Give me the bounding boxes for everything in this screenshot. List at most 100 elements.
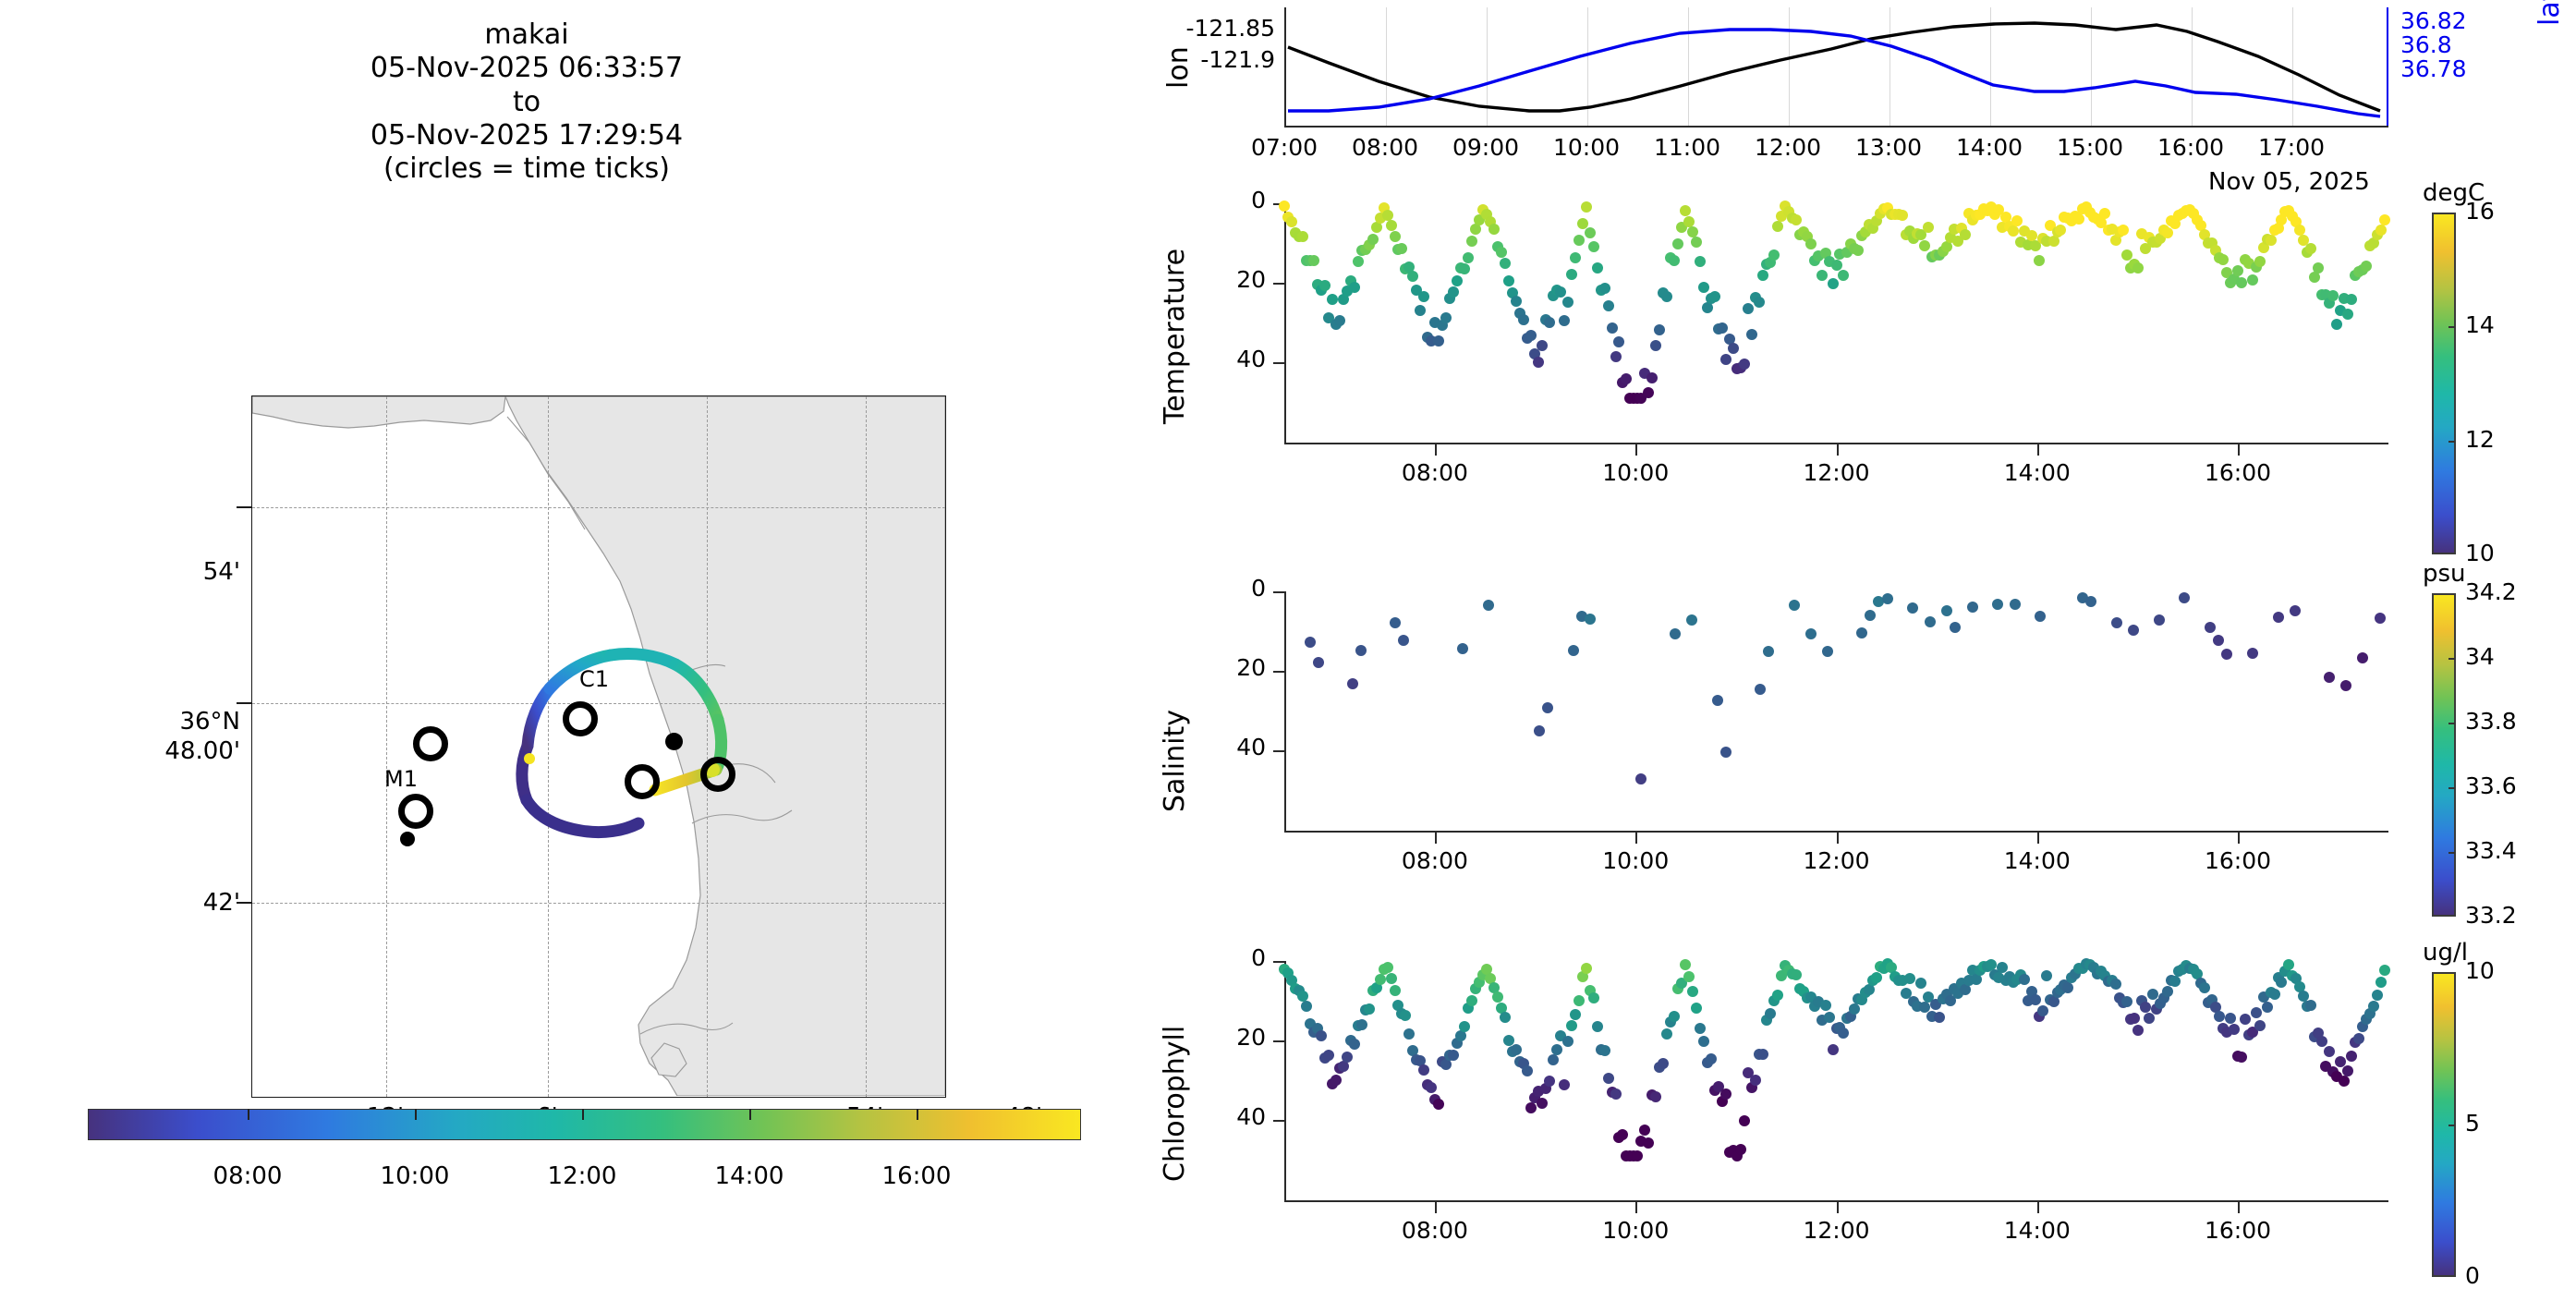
data-point [1466,994,1478,1006]
data-point [2357,651,2369,663]
data-point [2221,648,2233,660]
depth-tick-label-40: 40 [1236,734,1266,760]
data-point [1348,1038,1360,1050]
data-point [1418,291,1430,303]
colorbar-tick-label: 10 [2465,957,2495,984]
data-point [1901,987,1913,999]
time-tick-label-16: 16:00 [2205,459,2272,486]
time-tick-marker [625,764,660,799]
data-point [2235,276,2247,288]
panel-temperature[interactable]: 0 20 40 08:00 10:00 12:00 14:00 16:00 [1236,187,2391,486]
colorbar-salinity[interactable] [2432,593,2456,917]
panel-salinity[interactable]: 0 20 40 08:00 10:00 12:00 14:00 16:00 [1236,575,2388,874]
map-ytick-mark [237,902,251,904]
lon-line [1287,21,2381,113]
data-point [2231,265,2243,277]
time-colorbar[interactable] [88,1109,1081,1140]
time-tick [2036,831,2039,844]
time-tick [1836,1200,1839,1213]
colorbar-tick [2448,787,2455,789]
data-point [1433,1099,1445,1111]
data-point [1768,249,1780,261]
colorbar-temperature[interactable] [2432,213,2456,554]
data-point [2309,272,2321,284]
data-point [2029,994,2041,1006]
data-point [1459,1021,1471,1033]
nav-xtick-7: 14:00 [1955,134,2023,161]
data-point [1536,1098,1548,1110]
lon-tick-0: -121.85 [1185,15,1276,42]
data-point [1602,300,1614,312]
data-point [2129,1012,2141,1024]
time-tick-label-14: 14:00 [2003,1217,2071,1244]
data-point [2110,234,2122,246]
data-point [1687,225,1699,237]
data-point [1950,622,1962,634]
data-point [1658,1058,1670,1070]
colorbar-tick [2448,658,2455,660]
vehicle-name: makai [484,18,569,51]
data-point [2298,234,2310,246]
time-tick-label-12: 12:00 [1803,1217,1870,1244]
data-point [1580,201,1592,213]
data-point [2246,647,2258,659]
data-point [2162,226,2173,238]
data-point [1680,959,1692,971]
data-point [1753,296,1765,308]
data-point [1558,1078,1570,1090]
data-point [1482,599,1494,611]
data-point [1407,270,1419,282]
data-point [1575,610,1587,622]
data-point [1598,282,1610,294]
data-point [1610,351,1622,363]
lat-tick-0: 36.82 [2400,7,2467,34]
nav-gridline [1386,7,1387,126]
data-point [1738,1115,1750,1127]
data-point [2153,614,2165,626]
data-point [1992,203,2004,215]
map-gridline-h2 [252,703,945,704]
data-point [1584,227,1596,239]
nav-gridline [2091,7,2092,126]
data-point [2169,976,2181,988]
nav-gridline [1889,7,1890,126]
time-tick [1836,443,1839,456]
start-time: 05-Nov-2025 06:33:57 [370,52,684,85]
nav-plot[interactable] [1284,7,2388,128]
colorbar-tick [415,1109,417,1120]
colorbar-tick [917,1109,918,1120]
data-point [1506,286,1518,298]
data-point [1485,973,1497,985]
data-point [1683,970,1695,982]
date-stamp: Nov 05, 2025 [2208,168,2370,196]
nav-xtick-3: 10:00 [1552,134,1621,161]
station-dot-m1 [400,832,415,846]
data-point [1923,221,1935,233]
nav-gridline [2192,7,2193,126]
data-point [2339,1076,2351,1088]
colorbar-tick-label: 33.6 [2465,772,2517,799]
data-point [2213,1010,2225,1022]
data-point [1941,240,1952,252]
data-point [1788,600,1800,612]
data-point [1711,694,1723,706]
panel-chlorophyll[interactable]: 0 20 40 08:00 10:00 12:00 14:00 16:00 [1236,944,2391,1244]
data-point [1307,255,1319,267]
colorbar-tick [582,1109,584,1120]
lat-tick-1: 36.8 [2400,31,2452,58]
nav-xtick-4: 11:00 [1653,134,1721,161]
data-point [1904,972,1916,984]
data-point [1606,322,1618,334]
map-plot[interactable]: C1 M1 [251,395,946,1098]
data-point [1381,210,1393,222]
data-point [1672,238,1684,250]
colorbar-tick [2448,326,2455,329]
nav-axis-left [1284,7,1286,128]
nav-axis-bottom [1284,126,2388,128]
data-point [2132,261,2145,274]
data-point [1341,1051,1353,1063]
data-point [1643,387,1655,399]
data-point [2118,225,2130,237]
data-point [1617,1129,1629,1141]
data-point [1723,333,1735,345]
